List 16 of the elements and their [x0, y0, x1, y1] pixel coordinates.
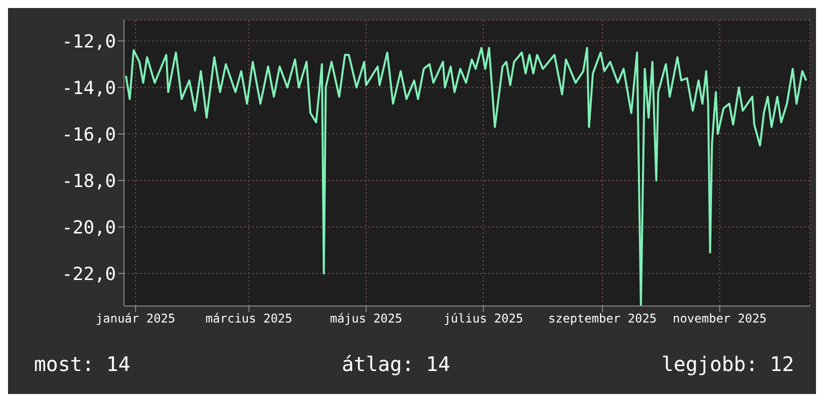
x-tick-label: március 2025: [206, 312, 292, 326]
text: átlag: 14: [342, 352, 450, 376]
x-tick-label: július 2025: [444, 312, 524, 326]
line-series: [124, 46, 808, 306]
text: legjobb: 12: [662, 352, 794, 376]
y-tick-label: -12,0: [62, 31, 116, 52]
y-tick-label: -20,0: [62, 217, 116, 238]
text: most: 14: [34, 352, 130, 376]
x-tick-label: szeptember 2025: [548, 312, 657, 326]
y-tick-label: -16,0: [62, 124, 116, 146]
x-tick-label: január 2025: [96, 312, 176, 326]
x-tick-label: november 2025: [672, 312, 767, 326]
x-tick-label: május 2025: [330, 312, 402, 326]
y-tick-label: -22,0: [62, 264, 116, 285]
y-tick-label: -18,0: [62, 170, 116, 192]
y-tick-label: -14,0: [62, 78, 116, 99]
